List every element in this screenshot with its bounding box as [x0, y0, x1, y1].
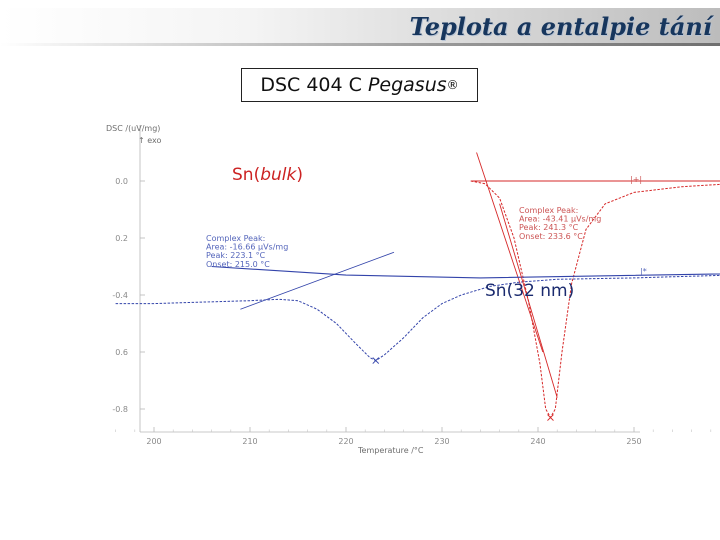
- bulk-end-label: |+|: [630, 175, 642, 184]
- peak-info-nano-line: Peak: 223.1 °C: [206, 251, 266, 260]
- instrument-label-box: DSC 404 C Pegasus ®: [241, 68, 478, 102]
- onset-tangent-nano: [240, 251, 395, 310]
- series-layer: [115, 152, 720, 421]
- y-tick-label: -0.8: [112, 405, 128, 414]
- series-line-nano: [115, 274, 720, 362]
- peak-info-bulk-line: Complex Peak:: [519, 206, 578, 215]
- series-line-bulk: [470, 180, 720, 419]
- x-axis-label: Temperature /°C: [357, 446, 424, 455]
- baseline-nano: [211, 265, 720, 279]
- x-tick-label: 210: [242, 437, 257, 446]
- registered-mark: ®: [446, 78, 459, 92]
- x-tick-label: 200: [146, 437, 161, 446]
- nano-end-label: |*: [640, 267, 647, 276]
- instrument-name: Pegasus: [367, 74, 447, 96]
- peak-info-nano-line: Area: -16.66 µVs/mg: [206, 243, 288, 252]
- axes-layer: DSC /(uV/mg) ↑ exo Temperature /°C: [106, 124, 640, 455]
- y-tick-label: -0.4: [112, 291, 128, 300]
- series-label-nano: Sn(32 nm): [485, 281, 574, 301]
- peak-info-bulk-line: Peak: 241.3 °C: [519, 223, 579, 232]
- y-axis-exo-label: ↑ exo: [138, 136, 162, 145]
- series-label-bulk: Sn(bulk): [232, 165, 303, 185]
- title-rule: [0, 43, 720, 46]
- y-axis-label: DSC /(uV/mg): [106, 124, 160, 133]
- instrument-prefix: DSC 404 C: [260, 74, 368, 96]
- x-tick-label: 250: [626, 437, 641, 446]
- x-tick-label: 240: [530, 437, 545, 446]
- peak-marker-nano: [372, 357, 380, 364]
- annotation-layer: Sn(bulk) Sn(32 nm) |+| |* Complex Peak:A…: [206, 165, 647, 301]
- peak-tangent-bulk: [499, 203, 558, 398]
- peak-info-bulk-line: Onset: 233.6 °C: [519, 232, 583, 241]
- y-tick-label: 0.0: [115, 177, 128, 186]
- x-tick-label: 230: [434, 437, 449, 446]
- peak-info-bulk-line: Area: -43.41 µVs/mg: [519, 215, 601, 224]
- x-tick-label: 220: [338, 437, 353, 446]
- onset-tangent-bulk: [476, 152, 544, 353]
- peak-marker-bulk: [547, 414, 554, 421]
- peak-info-nano-line: Onset: 215.0 °C: [206, 260, 270, 269]
- peak-info-nano-line: Complex Peak:: [206, 234, 265, 243]
- y-tick-label: 0.6: [115, 348, 128, 357]
- y-tick-label: 0.2: [115, 234, 128, 243]
- ticks-layer: 2002102202302402502602700.00.2-0.40.6-0.…: [112, 177, 712, 446]
- page-title: Teplota a entalpie tání: [409, 12, 712, 41]
- title-bar: [0, 8, 720, 46]
